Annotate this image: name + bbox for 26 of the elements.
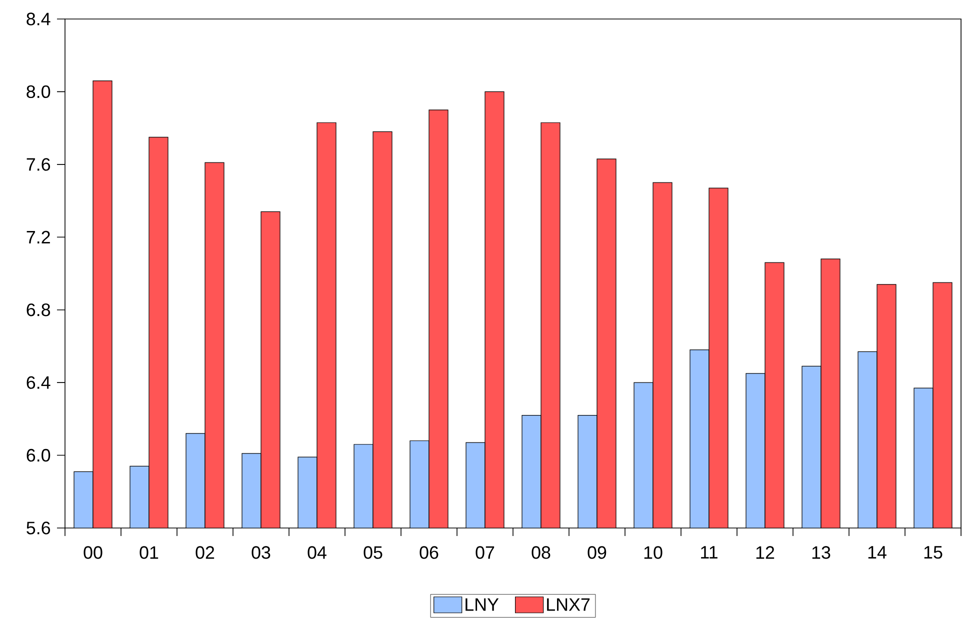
y-tick-label: 6.4 <box>26 376 50 389</box>
y-tick-label: 7.6 <box>26 158 50 171</box>
x-tick-label: 05 <box>364 546 382 559</box>
y-tick-label: 6.8 <box>26 304 50 316</box>
y-tick-label: 8.4 <box>26 12 50 26</box>
x-tick-label: 08 <box>532 546 550 559</box>
legend-label: LNX7 <box>547 598 590 611</box>
x-tick-label: 00 <box>84 546 102 559</box>
x-tick-label: 14 <box>868 546 886 559</box>
x-tick-label: 03 <box>252 546 270 559</box>
x-tick-label: 15 <box>924 546 942 559</box>
x-tick-label: 01 <box>140 546 158 559</box>
x-tick-label: 10 <box>644 546 662 559</box>
y-tick-label: 5.6 <box>26 522 50 534</box>
x-tick-label: 02 <box>196 546 214 559</box>
x-tick-label: 06 <box>420 546 438 559</box>
y-tick-label: 6.0 <box>26 448 50 462</box>
x-tick-label: 07 <box>476 546 494 559</box>
y-tick-label: 7.2 <box>26 230 50 244</box>
x-tick-label: 09 <box>588 546 606 559</box>
x-tick-label: 04 <box>308 546 326 559</box>
x-tick-label: 13 <box>812 546 830 559</box>
x-tick-label: 12 <box>756 546 774 559</box>
x-tick-label: 11 <box>701 546 718 559</box>
legend-label: LNY <box>466 598 499 611</box>
y-tick-label: 8.0 <box>26 85 50 98</box>
